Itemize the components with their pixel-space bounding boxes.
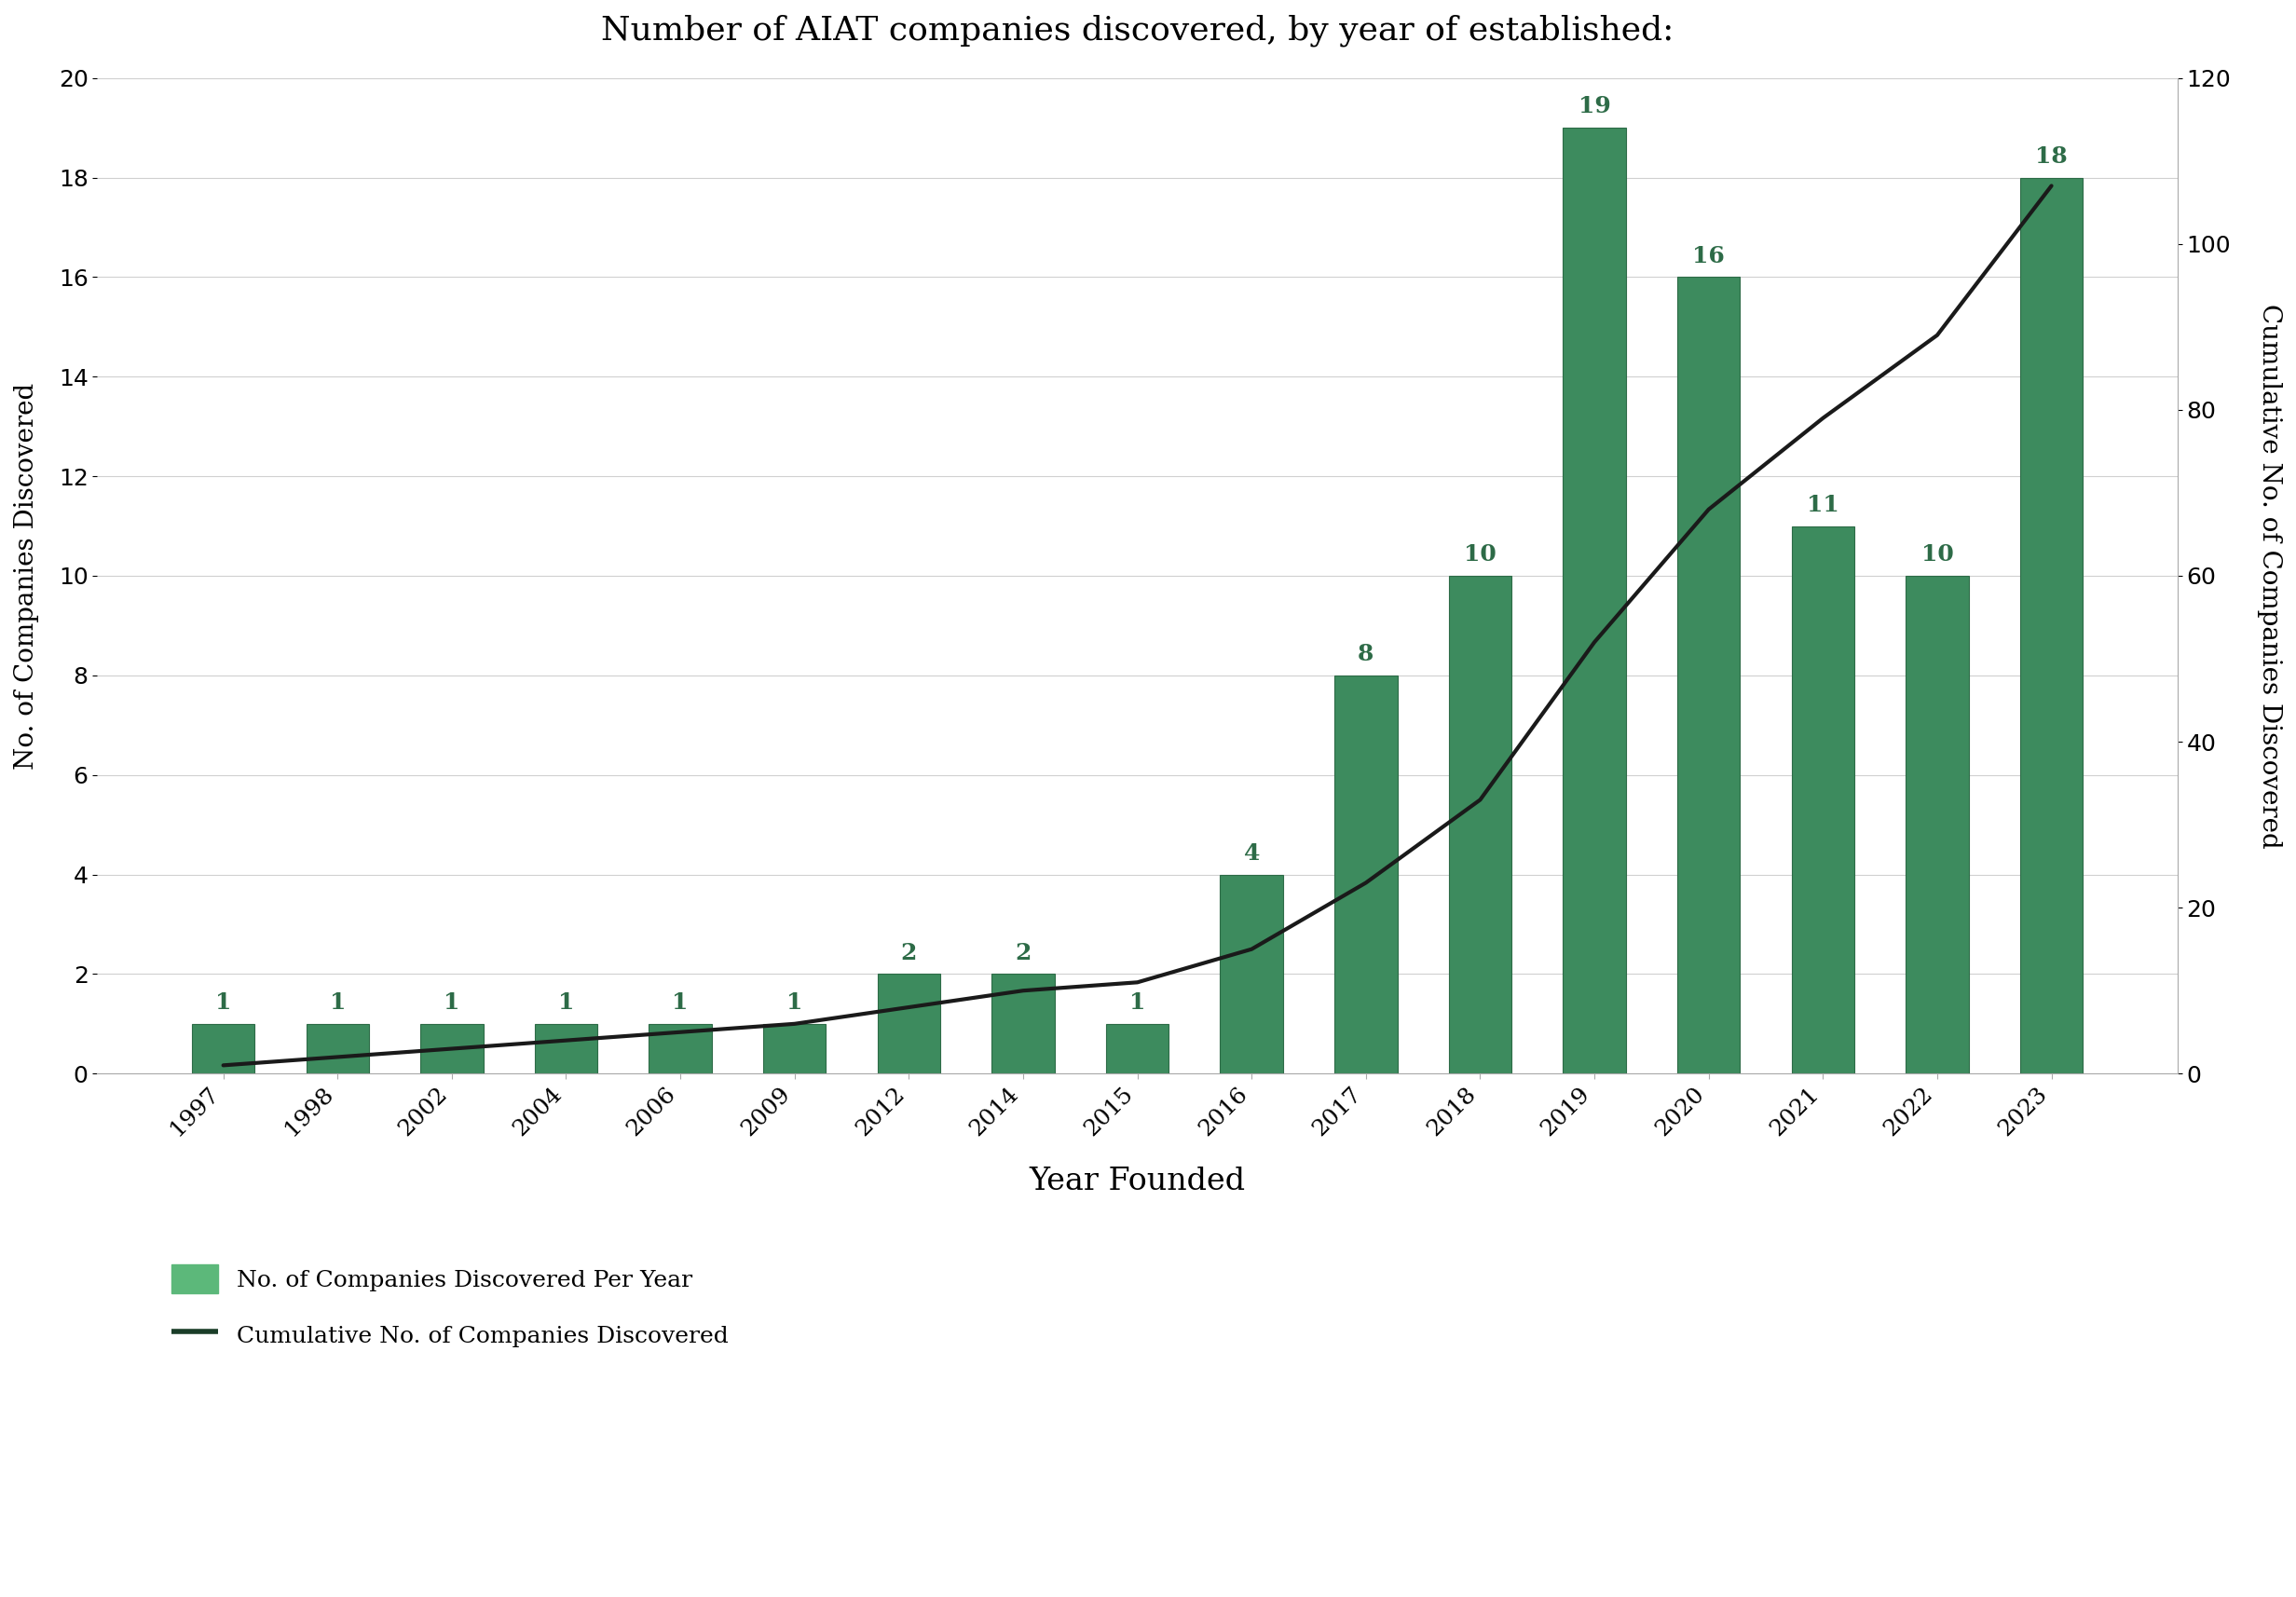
Bar — [1564, 128, 1626, 1073]
Text: 2: 2 — [900, 942, 916, 965]
Bar — [1906, 577, 1968, 1073]
Bar — [650, 1024, 712, 1073]
Text: 1: 1 — [558, 992, 574, 1014]
Bar — [877, 974, 941, 1073]
Text: 1: 1 — [788, 992, 804, 1014]
Bar — [1107, 1024, 1169, 1073]
Text: 1: 1 — [216, 992, 232, 1014]
Text: 10: 10 — [1922, 543, 1954, 565]
Bar — [1791, 525, 1855, 1073]
Text: 2: 2 — [1015, 942, 1031, 965]
Bar — [305, 1024, 370, 1073]
Text: 1: 1 — [1130, 992, 1146, 1014]
Bar — [1334, 676, 1398, 1073]
Text: 10: 10 — [1465, 543, 1497, 565]
Text: 11: 11 — [1807, 493, 1839, 516]
Text: 19: 19 — [1577, 96, 1612, 118]
Bar — [2020, 177, 2082, 1073]
Bar — [762, 1024, 827, 1073]
Bar — [193, 1024, 255, 1073]
Text: 8: 8 — [1357, 644, 1373, 666]
X-axis label: Year Founded: Year Founded — [1029, 1166, 1244, 1196]
Text: 1: 1 — [328, 992, 347, 1014]
Legend: No. of Companies Discovered Per Year, Cumulative No. of Companies Discovered: No. of Companies Discovered Per Year, Cu… — [172, 1265, 728, 1349]
Text: 16: 16 — [1692, 244, 1724, 267]
Bar — [992, 974, 1054, 1073]
Y-axis label: No. of Companies Discovered: No. of Companies Discovered — [14, 382, 39, 770]
Bar — [1678, 278, 1740, 1073]
Bar — [1219, 875, 1283, 1073]
Bar — [420, 1024, 482, 1073]
Bar — [535, 1024, 597, 1073]
Y-axis label: Cumulative No. of Companies Discovered: Cumulative No. of Companies Discovered — [2257, 303, 2282, 848]
Text: 1: 1 — [673, 992, 689, 1014]
Text: 18: 18 — [2034, 145, 2069, 168]
Title: Number of AIAT companies discovered, by year of established:: Number of AIAT companies discovered, by … — [602, 14, 1674, 46]
Text: 1: 1 — [443, 992, 459, 1014]
Text: 4: 4 — [1244, 842, 1261, 864]
Bar — [1449, 577, 1511, 1073]
